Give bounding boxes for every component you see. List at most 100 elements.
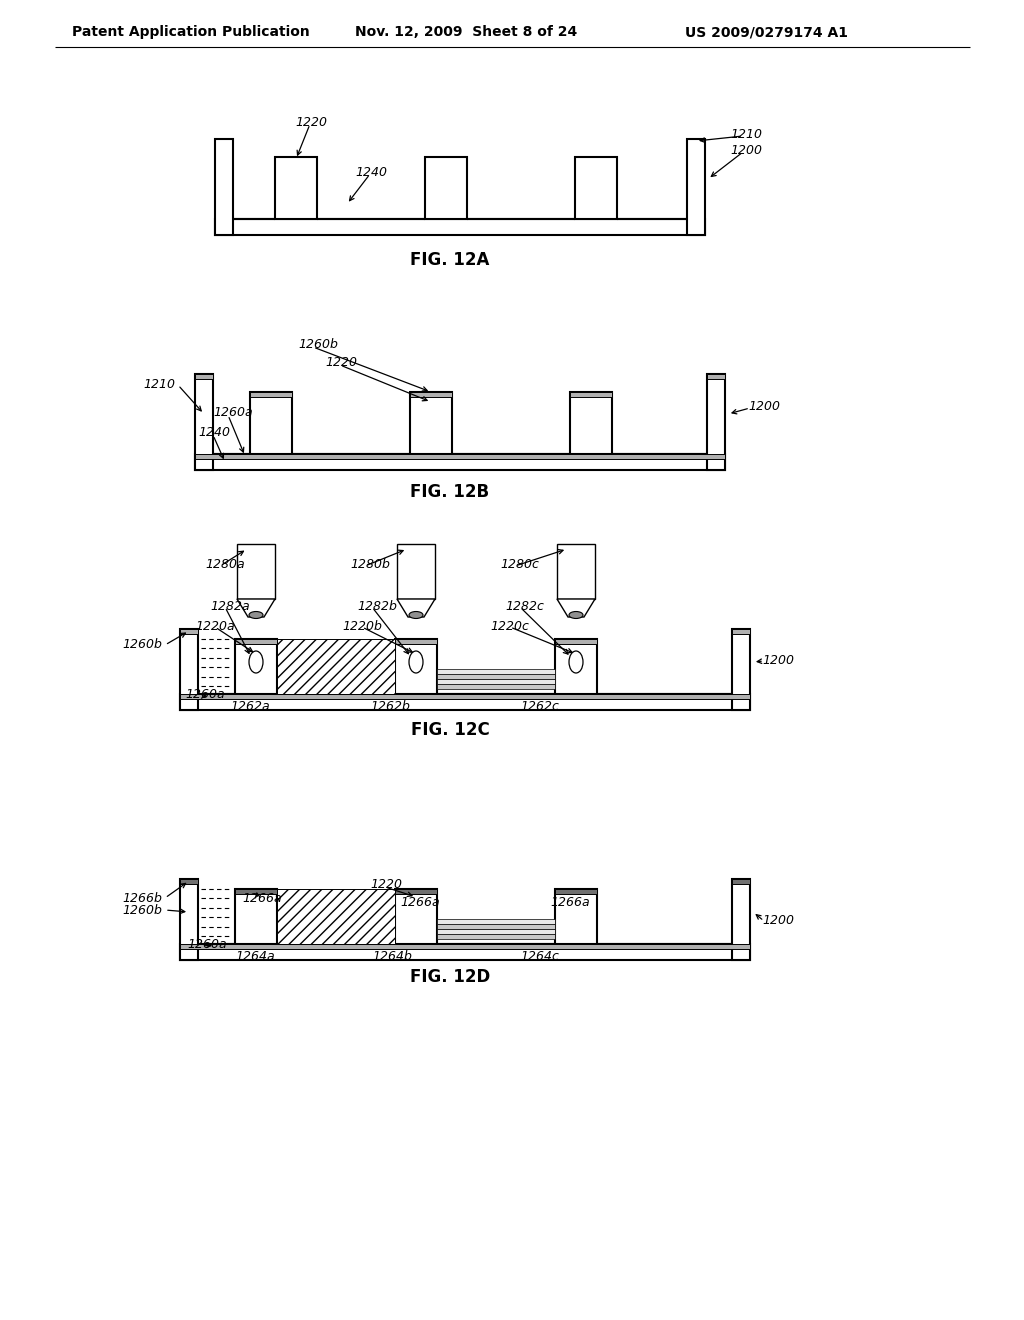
- Text: FIG. 12D: FIG. 12D: [410, 968, 490, 986]
- Bar: [278, 888, 395, 944]
- Bar: [180, 630, 198, 634]
- Text: 1240: 1240: [355, 165, 387, 178]
- Text: Nov. 12, 2009  Sheet 8 of 24: Nov. 12, 2009 Sheet 8 of 24: [355, 25, 578, 40]
- Bar: [397, 544, 435, 599]
- Bar: [395, 888, 437, 944]
- Bar: [180, 879, 198, 884]
- Bar: [425, 157, 467, 219]
- Text: 1282b: 1282b: [357, 599, 397, 612]
- Bar: [395, 888, 437, 894]
- Bar: [180, 944, 750, 960]
- Bar: [707, 374, 725, 379]
- Bar: [707, 374, 725, 470]
- Bar: [555, 639, 597, 694]
- Bar: [180, 944, 750, 949]
- Bar: [570, 392, 612, 454]
- Bar: [234, 639, 278, 644]
- Bar: [437, 929, 555, 935]
- Polygon shape: [397, 599, 435, 616]
- Bar: [687, 139, 705, 235]
- Text: 1262c: 1262c: [520, 701, 559, 714]
- Bar: [575, 157, 617, 219]
- Bar: [234, 639, 278, 694]
- Bar: [215, 219, 705, 235]
- Bar: [234, 888, 278, 944]
- Text: 1266a: 1266a: [400, 895, 439, 908]
- Bar: [180, 694, 750, 710]
- Bar: [555, 888, 597, 894]
- Ellipse shape: [409, 651, 423, 673]
- Bar: [195, 454, 725, 459]
- Bar: [732, 630, 750, 710]
- Text: 1200: 1200: [762, 653, 794, 667]
- Ellipse shape: [569, 651, 583, 673]
- Text: FIG. 12B: FIG. 12B: [411, 483, 489, 502]
- Text: 1266a: 1266a: [242, 891, 282, 904]
- Text: 1260b: 1260b: [122, 903, 162, 916]
- Ellipse shape: [249, 651, 263, 673]
- Bar: [557, 544, 595, 599]
- Bar: [555, 888, 597, 944]
- Text: 1260a: 1260a: [187, 937, 226, 950]
- Bar: [570, 392, 612, 397]
- Text: 1260b: 1260b: [122, 639, 162, 652]
- Text: 1280c: 1280c: [500, 557, 539, 570]
- Text: 1264b: 1264b: [372, 949, 412, 962]
- Bar: [395, 639, 437, 694]
- Bar: [278, 639, 395, 694]
- Bar: [215, 139, 233, 235]
- Bar: [437, 684, 555, 689]
- Ellipse shape: [409, 611, 423, 619]
- Text: 1220: 1220: [370, 879, 402, 891]
- Bar: [234, 888, 278, 894]
- Text: 1264a: 1264a: [234, 949, 274, 962]
- Text: 1260a: 1260a: [213, 407, 253, 420]
- Bar: [195, 374, 213, 470]
- Text: US 2009/0279174 A1: US 2009/0279174 A1: [685, 25, 848, 40]
- Bar: [732, 879, 750, 960]
- Text: 1220c: 1220c: [490, 619, 528, 632]
- Text: 1200: 1200: [762, 913, 794, 927]
- Bar: [437, 669, 555, 675]
- Bar: [555, 639, 597, 644]
- Bar: [437, 935, 555, 939]
- Text: FIG. 12C: FIG. 12C: [411, 721, 489, 739]
- Text: 1280b: 1280b: [350, 557, 390, 570]
- Bar: [237, 544, 275, 599]
- Text: 1240: 1240: [198, 426, 230, 440]
- Bar: [437, 675, 555, 678]
- Text: 1200: 1200: [730, 144, 762, 157]
- Text: 1264c: 1264c: [520, 949, 559, 962]
- Text: 1260b: 1260b: [298, 338, 338, 351]
- Text: FIG. 12A: FIG. 12A: [411, 251, 489, 269]
- Bar: [275, 157, 317, 219]
- Text: 1200: 1200: [748, 400, 780, 413]
- Bar: [410, 392, 452, 397]
- Text: 1282a: 1282a: [210, 599, 250, 612]
- Bar: [250, 392, 292, 397]
- Text: 1262a: 1262a: [230, 701, 269, 714]
- Text: 1280a: 1280a: [205, 557, 245, 570]
- Text: 1266a: 1266a: [550, 895, 590, 908]
- Polygon shape: [557, 599, 595, 616]
- Text: 1220: 1220: [325, 356, 357, 370]
- Bar: [410, 392, 452, 454]
- Text: 1220b: 1220b: [342, 619, 382, 632]
- Polygon shape: [237, 599, 275, 616]
- Text: 1210: 1210: [730, 128, 762, 140]
- Text: Patent Application Publication: Patent Application Publication: [72, 25, 309, 40]
- Bar: [437, 919, 555, 924]
- Text: 1266b: 1266b: [122, 891, 162, 904]
- Bar: [732, 879, 750, 884]
- Ellipse shape: [569, 611, 583, 619]
- Bar: [195, 454, 725, 470]
- Text: 1220: 1220: [295, 116, 327, 128]
- Text: 1220a: 1220a: [195, 619, 234, 632]
- Bar: [437, 678, 555, 684]
- Bar: [437, 924, 555, 929]
- Bar: [180, 694, 750, 700]
- Bar: [250, 392, 292, 454]
- Text: 1210: 1210: [143, 379, 175, 392]
- Text: 1282c: 1282c: [505, 599, 544, 612]
- Bar: [195, 374, 213, 379]
